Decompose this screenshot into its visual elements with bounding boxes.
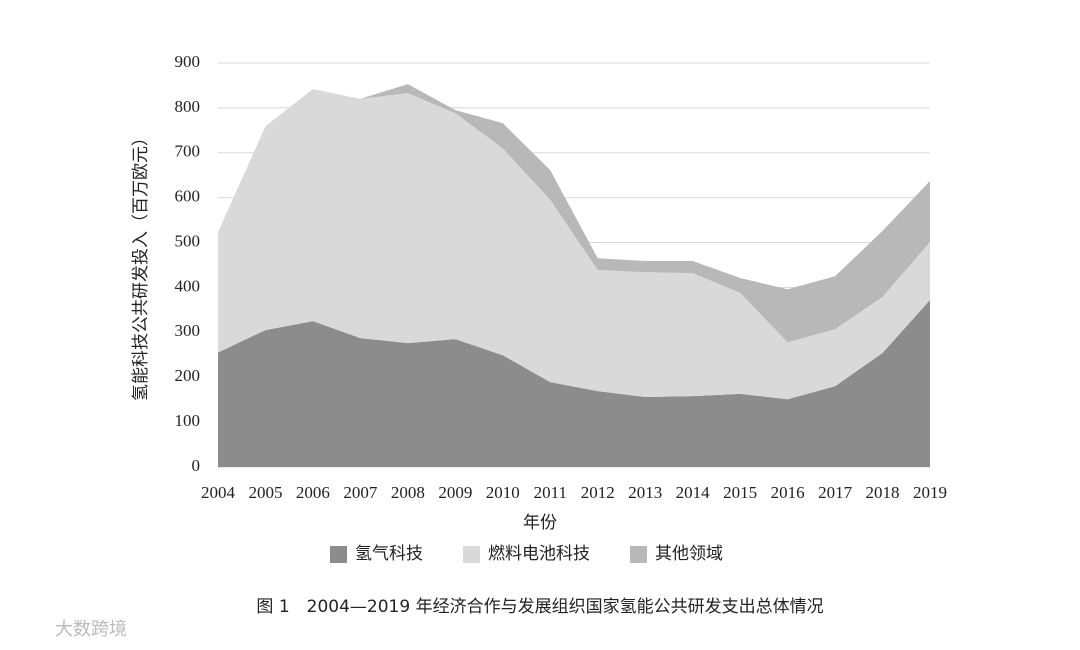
x-tick-label: 2004 <box>201 483 236 502</box>
x-tick-label: 2007 <box>343 483 378 502</box>
legend-swatch <box>330 546 347 563</box>
x-tick-label: 2016 <box>771 483 805 502</box>
x-tick-label: 2006 <box>296 483 330 502</box>
x-tick-label: 2009 <box>438 483 472 502</box>
x-tick-label: 2005 <box>248 483 282 502</box>
x-tick-label: 2018 <box>866 483 900 502</box>
x-tick-label: 2014 <box>676 483 711 502</box>
y-tick-label: 300 <box>175 321 201 340</box>
y-axis-label: 氢能科技公共研发投入（百万欧元） <box>131 129 150 401</box>
legend: 氢气科技 燃料电池科技 其他领域 <box>330 544 723 563</box>
legend-label: 其他领域 <box>655 544 723 563</box>
area <box>218 300 930 467</box>
x-tick-label: 2017 <box>818 483 853 502</box>
x-tick-label: 2013 <box>628 483 662 502</box>
y-tick-label: 500 <box>175 231 201 250</box>
y-tick-label: 600 <box>175 187 201 206</box>
y-tick-label: 200 <box>175 366 201 385</box>
legend-label: 氢气科技 <box>355 544 423 563</box>
y-tick-label: 100 <box>175 411 201 430</box>
legend-swatch <box>630 546 647 563</box>
y-tick-label: 700 <box>175 142 201 161</box>
y-tick-label: 0 <box>192 456 201 475</box>
area <box>218 89 930 400</box>
x-axis-label: 年份 <box>523 513 557 532</box>
legend-label: 燃料电池科技 <box>488 544 590 563</box>
x-tick-label: 2019 <box>913 483 947 502</box>
caption: 图 1 2004—2019 年经济合作与发展组织国家氢能公共研发支出总体情况 <box>256 597 823 617</box>
x-tick-label: 2012 <box>581 483 615 502</box>
x-tick-label: 2011 <box>534 483 567 502</box>
y-tick-label: 900 <box>175 52 201 71</box>
y-tick-label: 800 <box>175 97 201 116</box>
x-tick-label: 2008 <box>391 483 425 502</box>
x-tick-label: 2015 <box>723 483 757 502</box>
x-tick-label: 2010 <box>486 483 520 502</box>
legend-swatch <box>463 546 480 563</box>
watermark: 大数跨境 <box>55 619 127 640</box>
y-tick-label: 400 <box>175 276 201 295</box>
